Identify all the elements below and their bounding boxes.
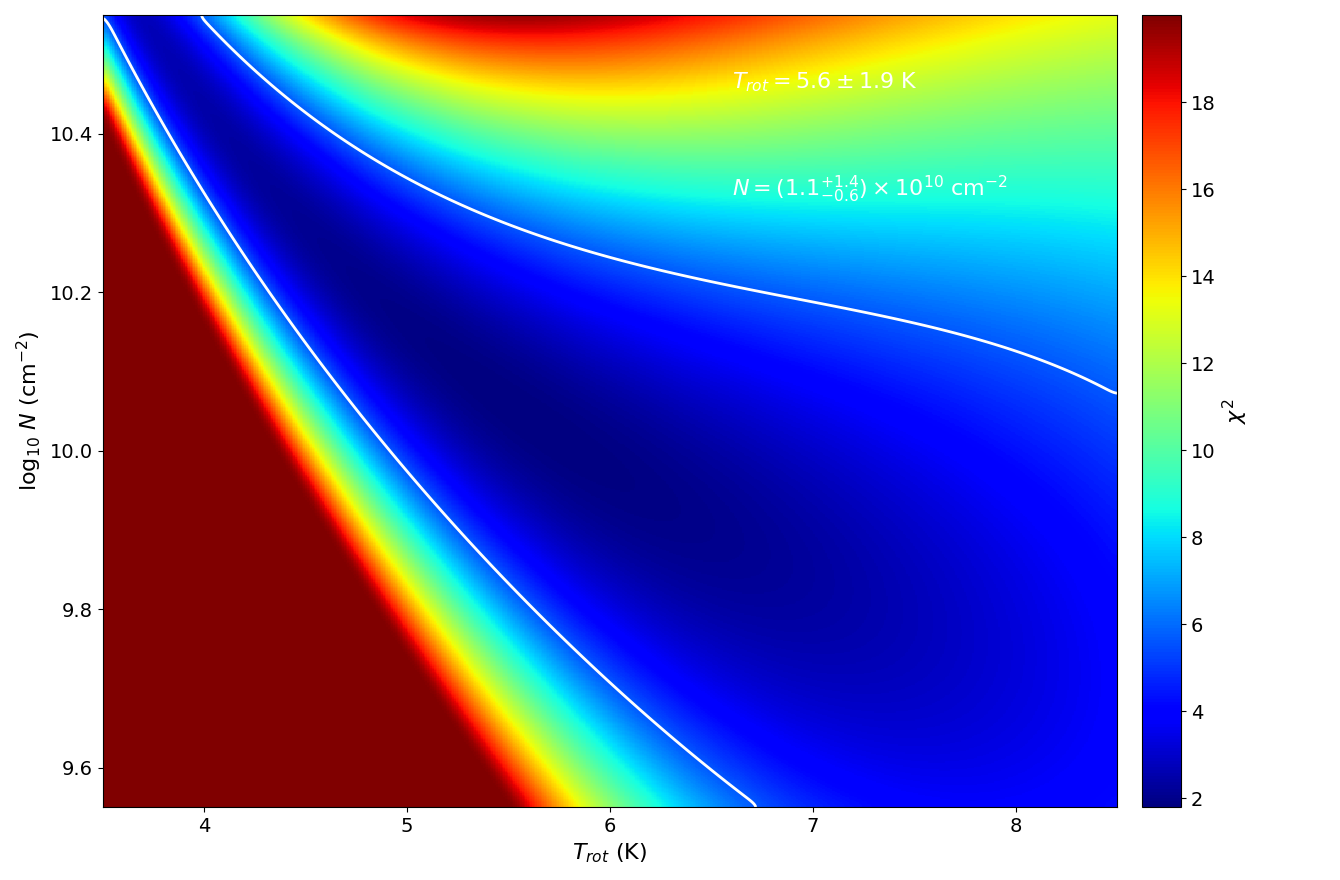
Y-axis label: $\chi^2$: $\chi^2$ [1221,399,1250,424]
Y-axis label: $\log_{10}\, N$ (cm$^{-2}$): $\log_{10}\, N$ (cm$^{-2}$) [15,331,44,491]
Text: $T_{rot} = 5.6 \pm 1.9$ K: $T_{rot} = 5.6 \pm 1.9$ K [732,70,918,94]
Text: $N = (1.1^{+1.4}_{-0.6})\times10^{10}$ cm$^{-2}$: $N = (1.1^{+1.4}_{-0.6})\times10^{10}$ c… [732,173,1008,205]
X-axis label: $T_{rot}$ (K): $T_{rot}$ (K) [572,841,647,865]
